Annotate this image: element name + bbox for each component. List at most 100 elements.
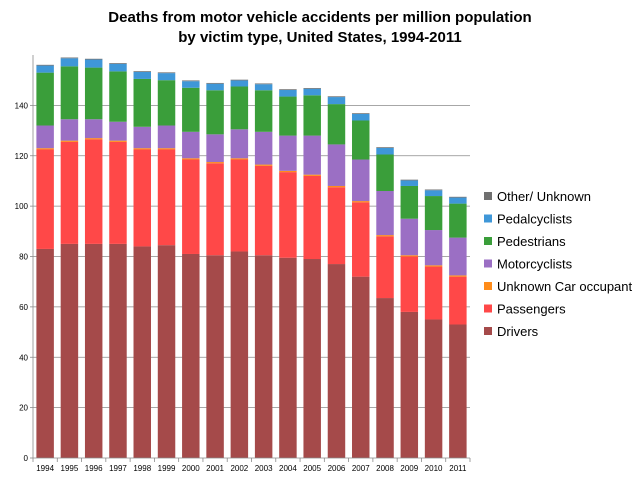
bar-segment-passengers-2007 — [352, 202, 370, 277]
bar-segment-drivers-2006 — [327, 264, 346, 458]
bar-segment-passengers-2011 — [449, 276, 467, 325]
bar-segment-passengers-1999 — [157, 149, 176, 246]
bar-segment-motorcyclists-2006 — [327, 144, 346, 186]
legend: Other/ Unknown Pedalcyclists Pedestrians Mo… — [484, 189, 633, 339]
bar-segment-pedalcyclists-2002 — [230, 80, 249, 87]
bar-segment-pedestrians-1999 — [157, 80, 176, 126]
legend-label-pedestrians: Pedestrians — [497, 234, 566, 249]
bar-segment-unknown-car-occupant-2011 — [449, 275, 467, 277]
bar-segment-pedalcyclists-2004 — [279, 90, 297, 97]
bar-segment-unknown-car-occupant-2001 — [206, 162, 224, 164]
bar-segment-pedalcyclists-1996 — [84, 59, 103, 68]
bar-segment-pedalcyclists-2006 — [327, 97, 346, 105]
bar-segment-pedestrians-2008 — [376, 154, 394, 192]
bar-segment-pedestrians-2006 — [327, 104, 346, 145]
bar-segment-drivers-2003 — [254, 255, 273, 458]
legend-swatch-unknown-car-occupant — [484, 282, 492, 290]
bar-segment-motorcyclists-1995 — [60, 119, 79, 141]
bar-segment-other-unknown-1996 — [84, 58, 103, 60]
bar-segment-motorcyclists-1994 — [36, 125, 54, 149]
x-tick-label: 1998 — [133, 464, 151, 473]
bar-segment-pedestrians-1998 — [133, 78, 151, 127]
bar-segment-drivers-2005 — [303, 259, 321, 458]
bar-segment-pedestrians-2007 — [352, 120, 370, 160]
bar-segment-motorcyclists-2011 — [449, 237, 467, 276]
bar-segment-pedestrians-2004 — [279, 96, 297, 136]
bar-segment-passengers-2010 — [424, 266, 443, 320]
bar-segment-other-unknown-1999 — [157, 72, 176, 74]
bar-segment-motorcyclists-2007 — [352, 159, 370, 202]
bar-segment-drivers-2007 — [352, 276, 370, 458]
axes: 0 20 40 60 80 100 120 140 1994 1995 1996 1997 1998 19… — [15, 55, 471, 473]
bar-segment-motorcyclists-2004 — [279, 135, 297, 171]
bar-segment-pedalcyclists-1999 — [157, 73, 176, 81]
legend-swatch-pedalcyclists — [484, 214, 492, 223]
bar-segment-other-unknown-2003 — [254, 83, 273, 85]
bar-segment-pedalcyclists-2003 — [254, 84, 273, 91]
bar-segment-pedestrians-2011 — [449, 203, 467, 238]
bar-segment-pedestrians-2005 — [303, 95, 321, 136]
bar-segment-unknown-car-occupant-1995 — [60, 140, 79, 142]
bar-segment-other-unknown-2009 — [400, 179, 419, 181]
y-tick-label: 60 — [19, 303, 28, 312]
bar-segment-drivers-2011 — [449, 324, 467, 458]
bars — [36, 57, 467, 458]
x-tick-label: 2010 — [425, 464, 443, 473]
bar-segment-unknown-car-occupant-1996 — [84, 138, 103, 140]
bar-segment-passengers-1998 — [133, 149, 151, 247]
bar-segment-unknown-car-occupant-2003 — [254, 164, 273, 166]
bar-segment-other-unknown-2011 — [449, 196, 467, 198]
bar-segment-pedestrians-1995 — [60, 66, 79, 120]
x-tick-label: 1995 — [61, 464, 79, 473]
bar-segment-drivers-2002 — [230, 251, 249, 458]
bar-segment-pedalcyclists-2007 — [352, 113, 370, 121]
bar-segment-other-unknown-2008 — [376, 147, 394, 148]
bar-segment-unknown-car-occupant-1998 — [133, 148, 151, 150]
y-tick-label: 40 — [19, 353, 28, 362]
x-tick-label: 2005 — [303, 464, 321, 473]
bar-segment-other-unknown-1997 — [109, 63, 127, 64]
bar-segment-pedalcyclists-2001 — [206, 83, 224, 91]
bar-segment-unknown-car-occupant-2009 — [400, 255, 419, 257]
bar-segment-other-unknown-2001 — [206, 82, 224, 84]
gridlines — [33, 104, 470, 409]
legend-label-motorcyclists: Motorcyclists — [497, 257, 573, 272]
bar-segment-unknown-car-occupant-2008 — [376, 235, 394, 237]
bar-segment-passengers-2004 — [279, 172, 297, 258]
bar-segment-pedestrians-1994 — [36, 72, 54, 126]
chart-title-line-1: Deaths from motor vehicle accidents per … — [108, 9, 532, 26]
bar-segment-passengers-2008 — [376, 236, 394, 299]
x-tick-label: 1997 — [109, 464, 127, 473]
legend-label-drivers: Drivers — [497, 324, 539, 339]
bar-segment-drivers-2008 — [376, 298, 394, 458]
x-tick-label: 2002 — [230, 464, 248, 473]
bar-segment-passengers-1994 — [36, 149, 54, 249]
bar-segment-drivers-1994 — [36, 248, 54, 458]
bar-segment-other-unknown-2010 — [424, 189, 443, 191]
bar-segment-drivers-2004 — [279, 257, 297, 458]
bar-segment-unknown-car-occupant-1997 — [109, 140, 127, 142]
bar-segment-pedestrians-1996 — [84, 67, 103, 120]
bar-segment-unknown-car-occupant-2005 — [303, 174, 321, 176]
y-tick-label: 120 — [15, 152, 29, 161]
bar-segment-unknown-car-occupant-2007 — [352, 201, 370, 203]
x-tick-label: 2001 — [206, 464, 224, 473]
bar-segment-passengers-2002 — [230, 159, 249, 252]
x-tick-label: 2004 — [279, 464, 297, 473]
y-tick-label: 140 — [15, 101, 29, 110]
bar-segment-pedalcyclists-2000 — [182, 81, 200, 88]
bar-segment-pedestrians-2002 — [230, 86, 249, 130]
legend-swatch-motorcyclists — [484, 259, 492, 268]
bar-segment-unknown-car-occupant-2000 — [182, 158, 200, 160]
legend-label-passengers: Passengers — [497, 302, 566, 317]
legend-label-pedalcyclists: Pedalcyclists — [497, 212, 573, 227]
bar-segment-pedalcyclists-2011 — [449, 197, 467, 204]
bar-segment-drivers-1995 — [60, 243, 79, 458]
bar-segment-motorcyclists-1998 — [133, 126, 151, 149]
bar-segment-motorcyclists-2008 — [376, 191, 394, 236]
bar-segment-drivers-1996 — [84, 243, 103, 458]
bar-segment-drivers-1998 — [133, 246, 151, 458]
legend-swatch-drivers — [484, 327, 492, 335]
bar-segment-passengers-1997 — [109, 141, 127, 244]
